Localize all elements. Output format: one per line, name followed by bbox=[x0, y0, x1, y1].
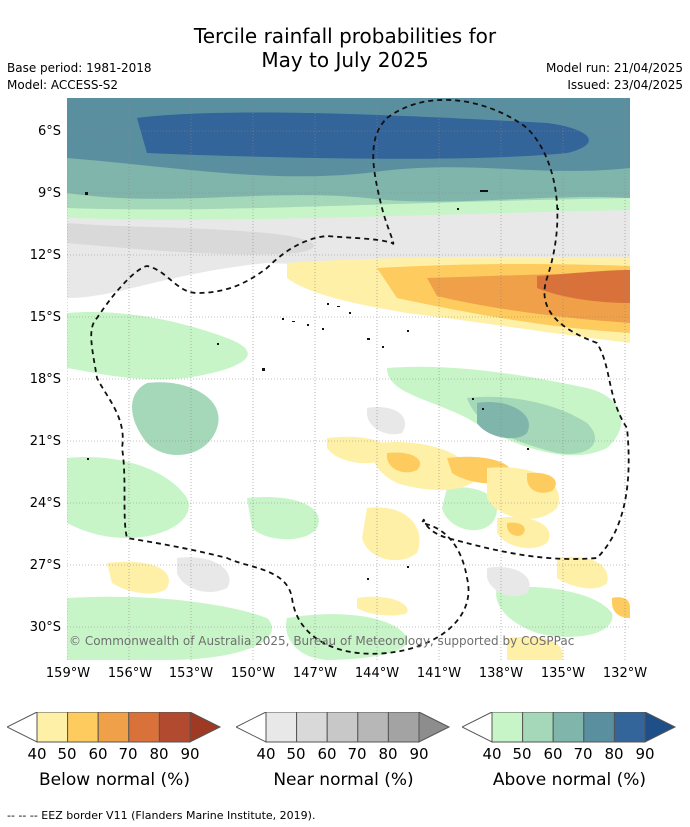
legend-swatch bbox=[583, 712, 615, 743]
lat-label: 27°S bbox=[29, 558, 61, 573]
legend-caption: Below normal (%) bbox=[39, 770, 190, 790]
meta-right: Model run: 21/04/2025 Issued: 23/04/2025 bbox=[546, 60, 683, 94]
legend-swatch bbox=[265, 712, 298, 743]
legend-arrow bbox=[189, 712, 222, 743]
model-run: Model run: 21/04/2025 bbox=[545, 61, 683, 75]
legend-caption: Above normal (%) bbox=[492, 770, 647, 790]
legend-tick: 90 bbox=[409, 745, 429, 763]
legend-tick: 60 bbox=[317, 745, 337, 763]
legend-near-normal: 40 50 60 70 80 90 Near normal (%) bbox=[236, 712, 451, 802]
legend-caption: Near normal (%) bbox=[273, 770, 414, 790]
lon-label: 141°W bbox=[416, 666, 462, 681]
legend-swatch bbox=[67, 712, 99, 743]
legend-swatch bbox=[36, 712, 69, 743]
eez-line bbox=[90, 99, 630, 655]
legend-tick: 40 bbox=[482, 745, 502, 763]
legend-swatch bbox=[296, 712, 328, 743]
legend-tick: 90 bbox=[635, 745, 655, 763]
lon-label: 156°W bbox=[107, 666, 153, 681]
legend-above-normal: 40 50 60 70 80 90 Above normal (%) bbox=[462, 712, 677, 802]
legend-tick: 90 bbox=[180, 745, 200, 763]
legend-colorbar bbox=[7, 712, 222, 743]
lat-label: 21°S bbox=[29, 434, 61, 449]
legend-tick: 60 bbox=[543, 745, 563, 763]
lat-label: 15°S bbox=[29, 310, 61, 325]
legend-tick: 80 bbox=[604, 745, 624, 763]
meta-left: Base period: 1981-2018 Model: ACCESS-S2 bbox=[7, 60, 152, 94]
map-title: Tercile rainfall probabilities for May t… bbox=[0, 24, 690, 72]
legend-colorbar bbox=[462, 712, 677, 743]
lon-label: 144°W bbox=[354, 666, 400, 681]
base-period: Base period: 1981-2018 bbox=[7, 61, 152, 75]
issued-date: Issued: 23/04/2025 bbox=[567, 78, 683, 92]
eez-footnote: -- -- -- EEZ border V11 (Flanders Marine… bbox=[7, 809, 316, 822]
lat-label: 12°S bbox=[29, 248, 61, 263]
legend-swatch bbox=[522, 712, 554, 743]
lon-label: 159°W bbox=[45, 666, 91, 681]
legend-below-normal: 40 50 60 70 80 90 Below normal (%) bbox=[7, 712, 222, 802]
lon-label: 138°W bbox=[478, 666, 524, 681]
legend-tick: 40 bbox=[256, 745, 276, 763]
grid-lines bbox=[67, 98, 630, 660]
legend-tick: 70 bbox=[347, 745, 367, 763]
lat-label: 9°S bbox=[37, 186, 61, 201]
lat-label: 18°S bbox=[29, 372, 61, 387]
legend-swatch bbox=[326, 712, 359, 743]
legend-swatch bbox=[158, 712, 191, 743]
probability-map bbox=[67, 98, 630, 660]
legend-swatch bbox=[128, 712, 160, 743]
legend-tick: 80 bbox=[149, 745, 169, 763]
legend-tick: 50 bbox=[286, 745, 306, 763]
legend-swatch bbox=[491, 712, 524, 743]
legend-swatch bbox=[552, 712, 585, 743]
title-line-1: Tercile rainfall probabilities for bbox=[193, 24, 497, 48]
legend-arrow bbox=[418, 712, 451, 743]
lon-label: 135°W bbox=[540, 666, 586, 681]
legend-swatch bbox=[613, 712, 646, 743]
legend-swatch bbox=[97, 712, 130, 743]
legend-tick: 60 bbox=[88, 745, 108, 763]
legend-swatch bbox=[357, 712, 389, 743]
lon-label: 147°W bbox=[292, 666, 338, 681]
legend-tick: 50 bbox=[512, 745, 532, 763]
copyright-notice: © Commonwealth of Australia 2025, Bureau… bbox=[69, 634, 575, 648]
lon-label: 153°W bbox=[168, 666, 214, 681]
legend-colorbar bbox=[236, 712, 451, 743]
legend-swatch bbox=[387, 712, 420, 743]
legend-tick: 70 bbox=[118, 745, 138, 763]
map-area bbox=[67, 98, 630, 660]
lon-label: 150°W bbox=[230, 666, 276, 681]
lat-label: 6°S bbox=[37, 124, 61, 139]
legend-tick: 80 bbox=[378, 745, 398, 763]
islands bbox=[85, 190, 559, 580]
legend-tick: 50 bbox=[57, 745, 77, 763]
model-name: Model: ACCESS-S2 bbox=[7, 78, 119, 92]
title-line-2: May to July 2025 bbox=[261, 48, 429, 72]
lat-label: 30°S bbox=[29, 620, 61, 635]
legend-tick: 70 bbox=[573, 745, 593, 763]
lon-label: 132°W bbox=[602, 666, 648, 681]
legend-tick: 40 bbox=[27, 745, 47, 763]
eez-border bbox=[90, 99, 630, 655]
legend-arrow bbox=[644, 712, 677, 743]
lat-label: 24°S bbox=[29, 496, 61, 511]
